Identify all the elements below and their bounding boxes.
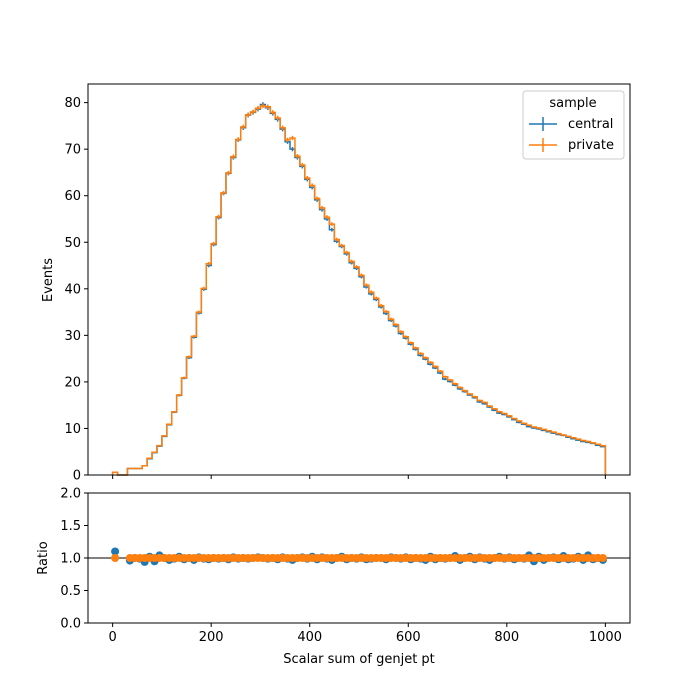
x-axis-label: Scalar sum of genjet pt — [283, 652, 435, 667]
legend-label-central: central — [568, 117, 613, 132]
main-y-tick-label: 10 — [64, 422, 81, 437]
x-tick-label: 600 — [396, 630, 421, 645]
ratio-point-central — [111, 547, 120, 556]
ratio-y-tick-label: 2.0 — [60, 487, 81, 502]
main-plot-data — [111, 102, 607, 476]
main-y-tick-label: 20 — [64, 375, 81, 390]
main-y-tick-label: 40 — [64, 282, 81, 297]
legend: sample central private — [522, 90, 625, 160]
main-y-tick-label: 70 — [64, 143, 81, 158]
x-tick-label: 400 — [297, 630, 322, 645]
x-tick-label: 0 — [108, 630, 116, 645]
ratio-point-private — [598, 554, 607, 562]
main-plot-frame — [87, 83, 631, 476]
main-y-tick-label: 30 — [64, 329, 81, 344]
legend-entry-central: central — [529, 117, 613, 132]
main-axis-ticks: 0 10 20 30 40 50 60 70 80 — [64, 96, 606, 484]
ratio-y-axis-label: Ratio — [36, 541, 51, 574]
main-y-tick-label: 80 — [64, 96, 81, 111]
ratio-axis-ticks: 0.0 0.5 1.0 1.5 2.0 0 200 400 600 800 1000 — [60, 487, 622, 646]
x-tick-label: 1000 — [589, 630, 622, 645]
ratio-plot-frame — [87, 492, 631, 624]
main-y-axis-label: Events — [41, 258, 56, 302]
legend-title: sample — [549, 96, 596, 111]
series-private — [111, 103, 607, 476]
main-y-tick-label: 50 — [64, 236, 81, 251]
legend-box — [522, 90, 625, 160]
step-line-private — [111, 105, 607, 476]
legend-label-private: private — [568, 138, 614, 153]
x-tick-label: 800 — [494, 630, 519, 645]
ratio-y-tick-label: 1.5 — [60, 519, 81, 534]
legend-entry-private: private — [529, 138, 614, 153]
main-y-tick-label: 60 — [64, 189, 81, 204]
ratio-panel: 0.0 0.5 1.0 1.5 2.0 0 200 400 600 800 1000 Ratio S… — [36, 487, 631, 667]
x-tick-label: 200 — [199, 630, 224, 645]
ratio-point-private — [111, 554, 120, 562]
ratio-series-private — [111, 554, 607, 562]
main-histogram-panel: 0 10 20 30 40 50 60 70 80 Events — [41, 83, 631, 484]
ratio-y-tick-label: 1.0 — [60, 552, 81, 567]
ratio-plot-data — [111, 547, 607, 566]
main-y-tick-label: 0 — [73, 469, 81, 484]
ratio-y-tick-label: 0.5 — [60, 584, 81, 599]
ratio-y-tick-label: 0.0 — [60, 617, 81, 632]
